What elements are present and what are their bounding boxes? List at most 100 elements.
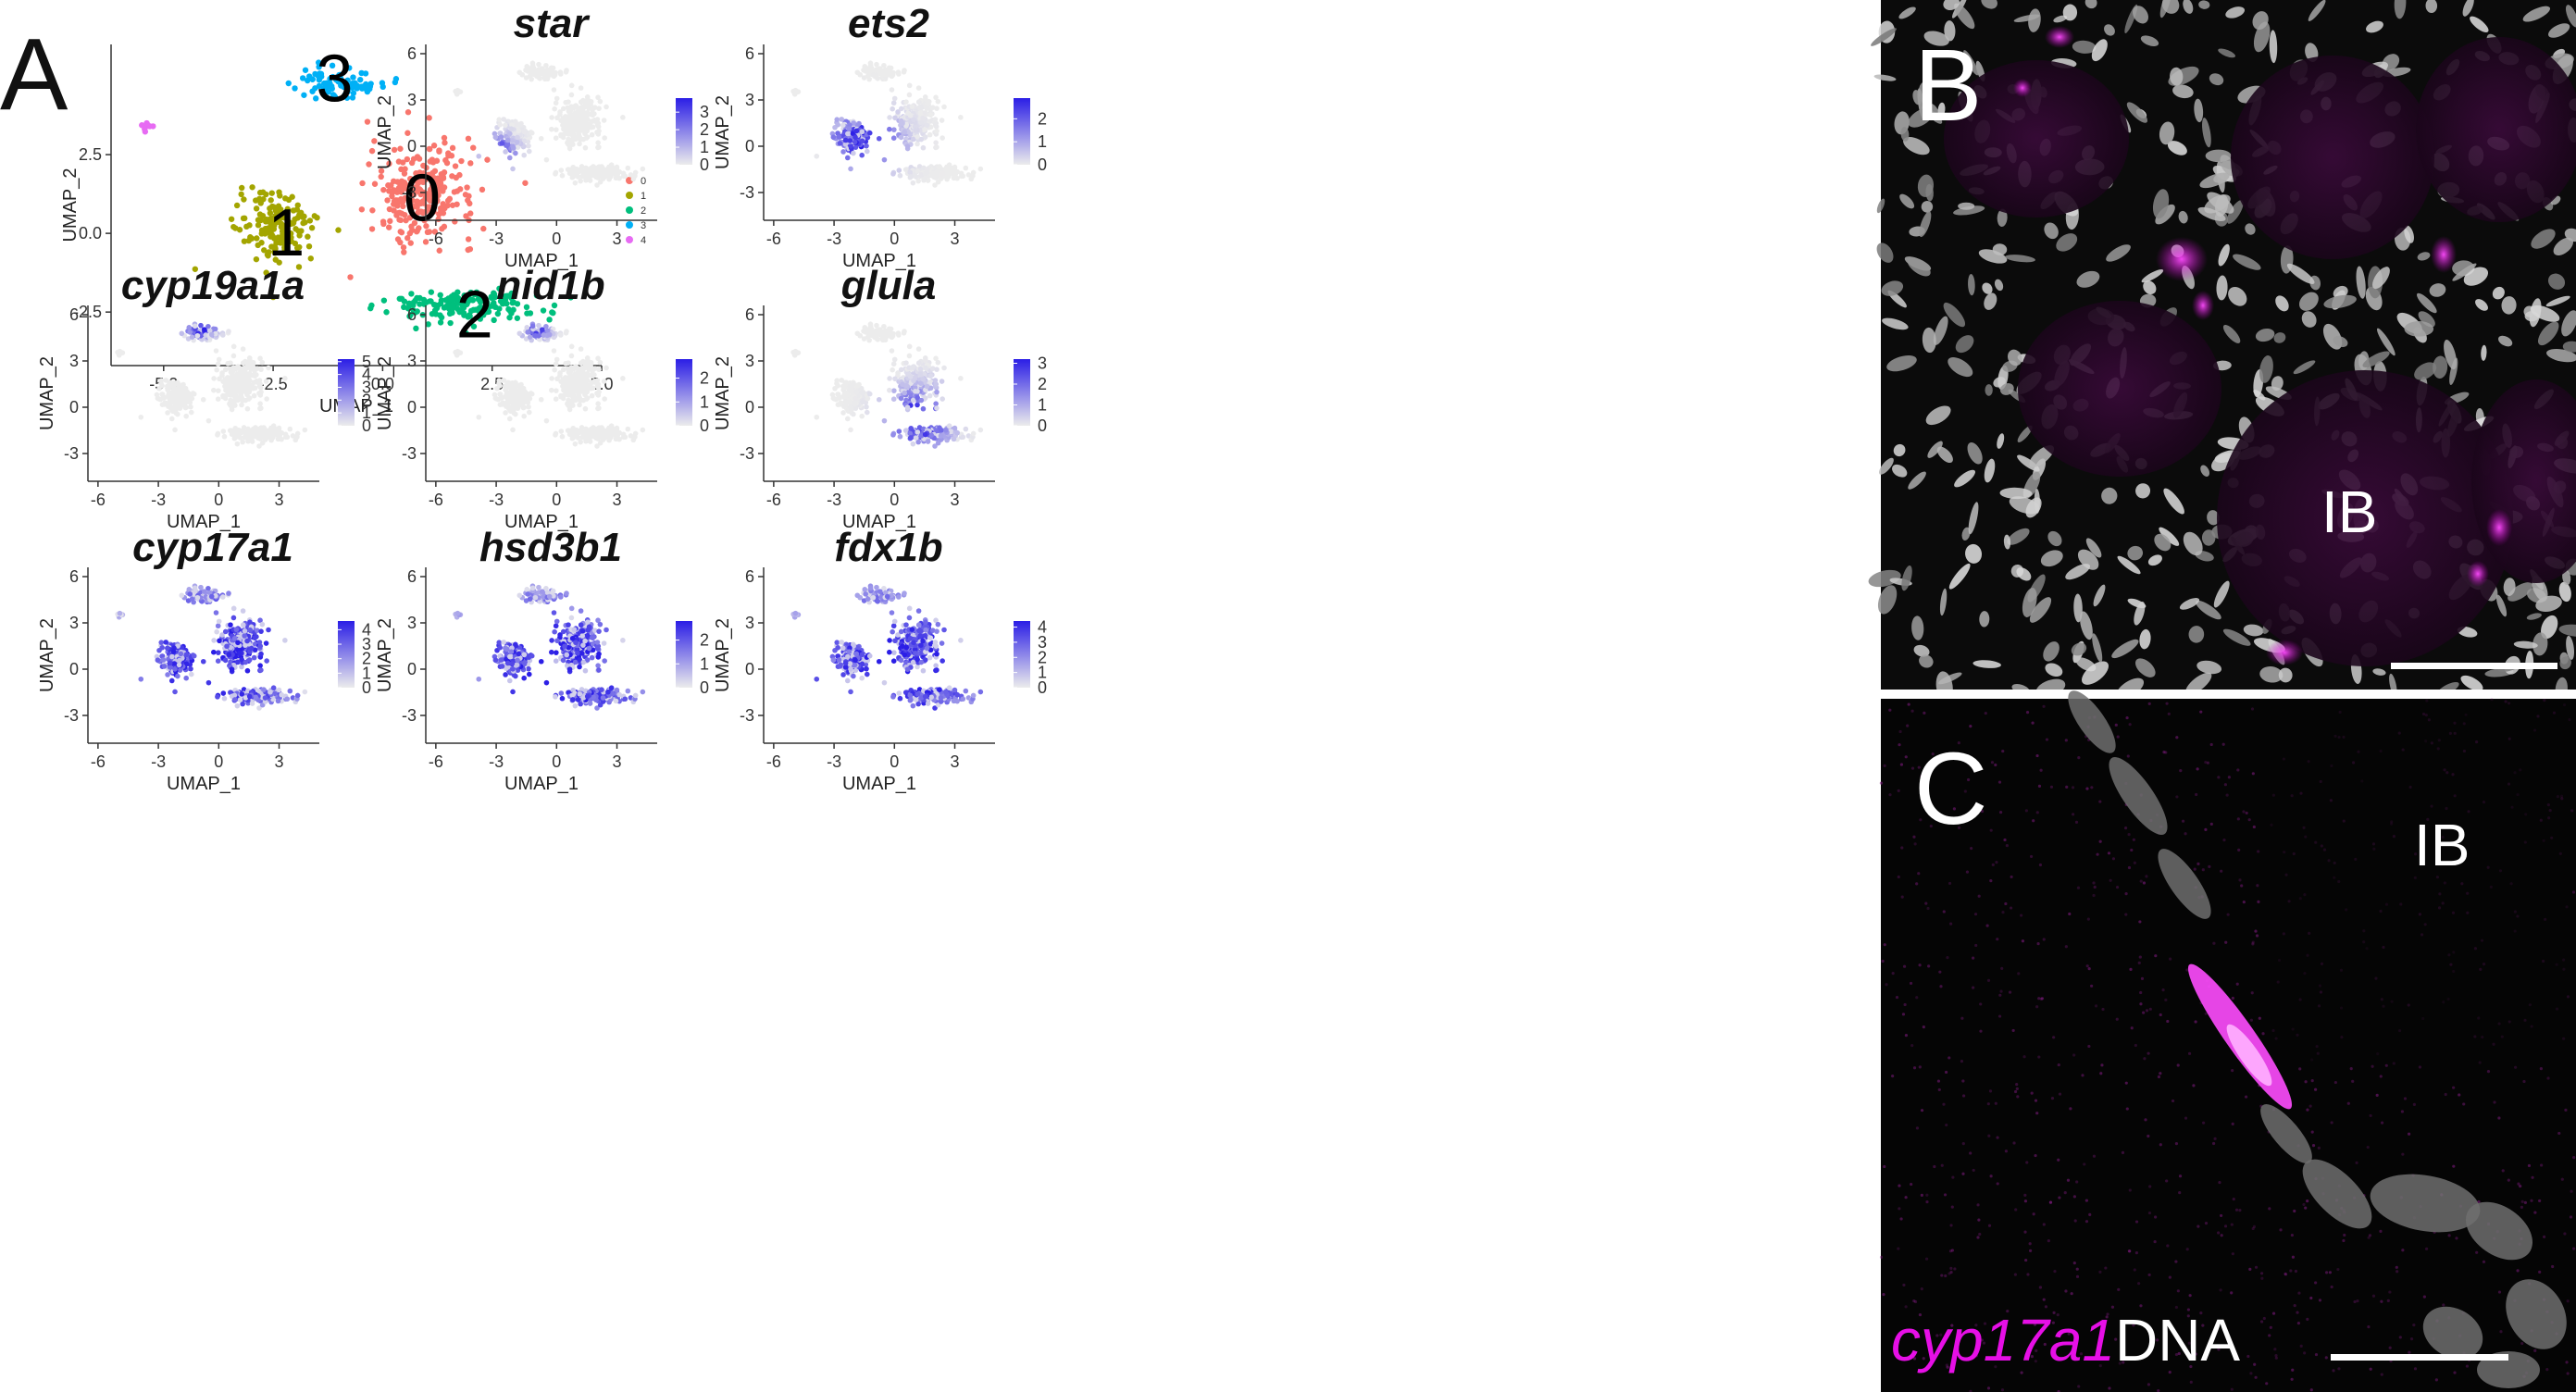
umap-point bbox=[906, 92, 913, 98]
umap-point bbox=[263, 269, 269, 276]
umap-point bbox=[494, 310, 502, 317]
umap-point bbox=[579, 366, 586, 372]
y-tick-label: -3 bbox=[740, 183, 754, 202]
x-tick-label: 3 bbox=[613, 491, 622, 509]
umap-point bbox=[477, 307, 483, 314]
umap-point bbox=[397, 295, 404, 303]
umap-point bbox=[243, 397, 249, 404]
umap-point bbox=[159, 383, 165, 389]
umap-point bbox=[170, 649, 177, 654]
umap-point bbox=[918, 397, 925, 404]
y-axis-label: UMAP_2 bbox=[713, 356, 733, 430]
x-tick-label: 0 bbox=[214, 491, 223, 509]
umap-point bbox=[572, 180, 579, 186]
umap-point bbox=[923, 96, 928, 103]
umap-point bbox=[602, 135, 607, 141]
umap-point bbox=[263, 379, 269, 384]
umap-point bbox=[510, 427, 516, 433]
y-tick-label: 0 bbox=[407, 398, 417, 416]
umap-point bbox=[596, 106, 602, 111]
umap-point bbox=[866, 130, 873, 136]
umap-point bbox=[792, 348, 799, 354]
umap-point bbox=[934, 405, 940, 411]
legend-entry: 4 bbox=[641, 235, 646, 246]
umap-point bbox=[354, 82, 361, 89]
umap-point bbox=[163, 640, 169, 645]
x-tick-label: -6 bbox=[91, 491, 106, 509]
umap-point bbox=[460, 304, 467, 311]
umap-point bbox=[911, 117, 916, 123]
umap-point bbox=[575, 127, 580, 133]
umap-point bbox=[247, 627, 254, 633]
umap-point bbox=[845, 392, 851, 398]
umap-point bbox=[898, 134, 904, 141]
umap-point bbox=[897, 433, 903, 440]
umap-point bbox=[560, 134, 566, 141]
umap-point bbox=[476, 414, 482, 420]
umap-point bbox=[282, 376, 288, 381]
umap-point bbox=[866, 391, 873, 397]
umap-point bbox=[946, 423, 952, 429]
umap-point bbox=[404, 109, 412, 116]
x-tick-label: -6 bbox=[91, 752, 106, 771]
umap-point bbox=[253, 197, 259, 204]
umap-point bbox=[525, 329, 531, 335]
umap-point bbox=[596, 389, 602, 395]
umap-point bbox=[568, 353, 575, 359]
umap-point bbox=[890, 361, 897, 367]
umap-point bbox=[244, 667, 251, 674]
y-tick-label: -3 bbox=[402, 183, 417, 202]
umap-point bbox=[280, 224, 287, 230]
umap-point bbox=[540, 66, 545, 71]
plot-title: star bbox=[514, 1, 591, 46]
umap-point bbox=[242, 371, 248, 377]
umap-point bbox=[526, 409, 532, 416]
umap-point bbox=[840, 383, 846, 390]
y-tick-label: 6 bbox=[407, 44, 417, 63]
colorbar bbox=[676, 98, 692, 165]
umap-point bbox=[257, 401, 263, 406]
y-axis-label: UMAP_2 bbox=[37, 356, 57, 430]
umap-point bbox=[572, 441, 579, 447]
umap-point bbox=[498, 395, 504, 401]
umap-point bbox=[951, 436, 957, 442]
umap-point bbox=[240, 215, 247, 222]
umap-point bbox=[566, 143, 573, 149]
umap-point bbox=[160, 395, 167, 401]
umap-point bbox=[943, 166, 949, 172]
umap-point bbox=[368, 226, 376, 232]
umap-point bbox=[887, 126, 892, 132]
umap-point bbox=[862, 325, 868, 330]
umap-point bbox=[215, 694, 220, 700]
umap-point bbox=[540, 307, 547, 314]
umap-point bbox=[553, 171, 558, 177]
umap-point bbox=[464, 184, 470, 191]
umap-point bbox=[238, 184, 245, 192]
umap-point bbox=[254, 235, 260, 242]
umap-point bbox=[217, 638, 222, 644]
umap-point bbox=[243, 659, 249, 665]
umap-point bbox=[252, 635, 258, 641]
umap-point bbox=[918, 136, 925, 143]
umap-point bbox=[506, 155, 513, 161]
umap-point bbox=[891, 127, 897, 132]
umap-point bbox=[525, 68, 531, 74]
umap-point bbox=[830, 395, 837, 401]
umap-point bbox=[235, 640, 241, 646]
umap-point bbox=[938, 172, 944, 178]
umap-point bbox=[527, 73, 533, 79]
y-tick-label: 6 bbox=[69, 567, 79, 586]
umap-point bbox=[430, 191, 438, 197]
umap-point bbox=[579, 105, 586, 111]
umap-point bbox=[407, 240, 414, 246]
umap-point bbox=[216, 356, 222, 363]
umap-point bbox=[852, 134, 858, 141]
umap-point bbox=[900, 381, 905, 388]
umap-point bbox=[465, 236, 472, 242]
x-tick-label: -3 bbox=[151, 491, 166, 509]
umap-point bbox=[364, 88, 371, 95]
umap-point bbox=[596, 367, 602, 372]
umap-point bbox=[217, 376, 222, 382]
umap-point bbox=[484, 156, 491, 163]
